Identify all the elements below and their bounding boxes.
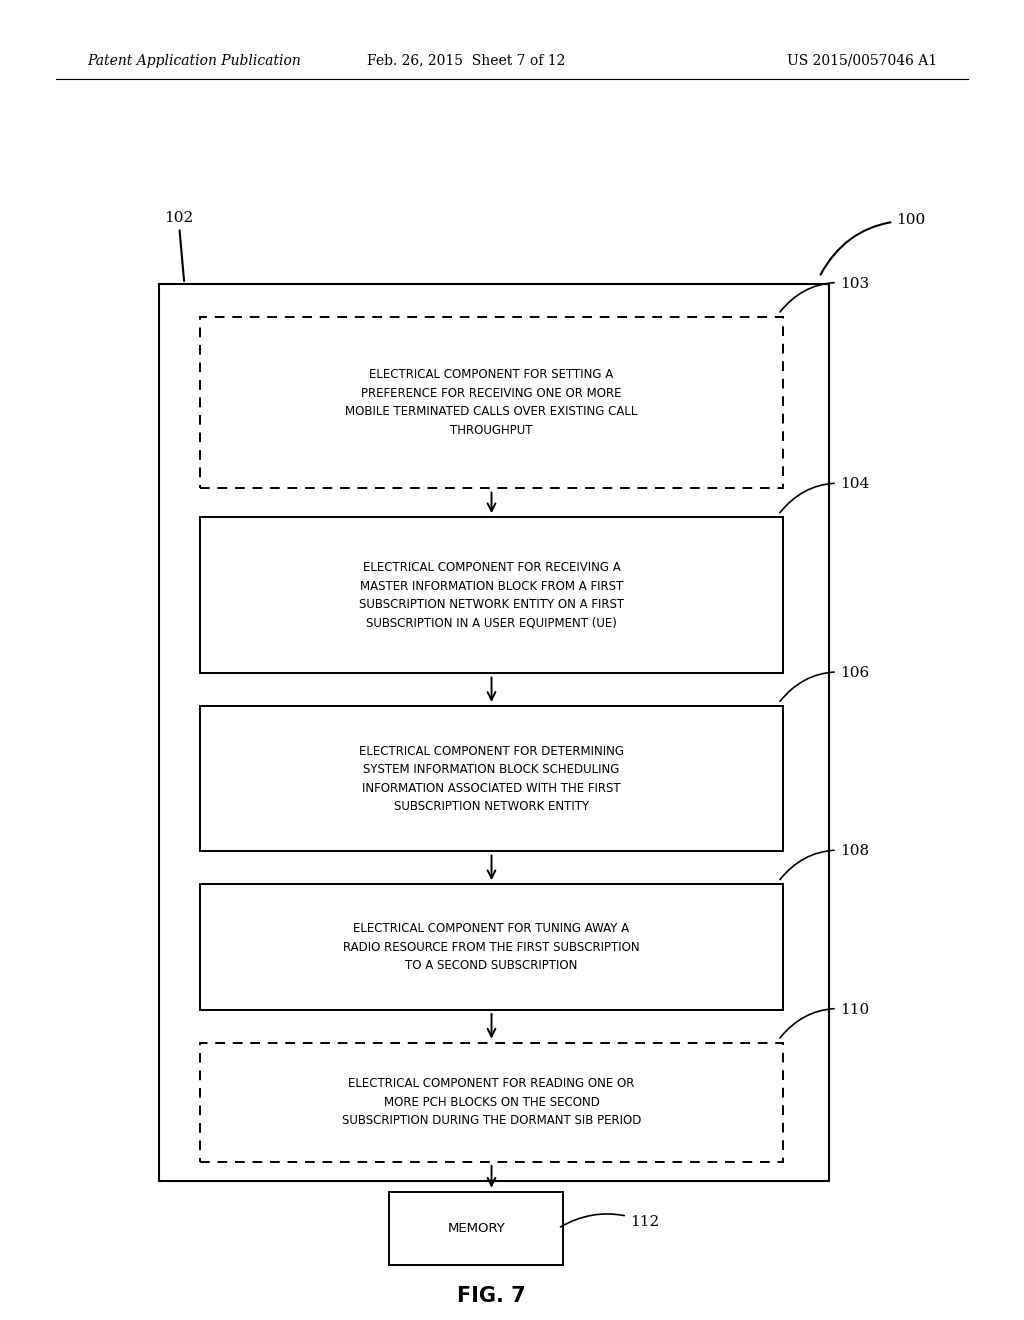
Bar xyxy=(200,517,783,673)
Bar xyxy=(389,1192,563,1265)
Text: FIG. 7: FIG. 7 xyxy=(457,1286,526,1307)
Text: Patent Application Publication: Patent Application Publication xyxy=(87,54,301,67)
Bar xyxy=(200,317,783,488)
Text: 110: 110 xyxy=(780,1003,869,1038)
Text: 100: 100 xyxy=(820,214,926,275)
Bar xyxy=(200,706,783,851)
Text: MEMORY: MEMORY xyxy=(447,1222,505,1234)
Bar xyxy=(159,284,829,1181)
Text: ELECTRICAL COMPONENT FOR SETTING A
PREFERENCE FOR RECEIVING ONE OR MORE
MOBILE T: ELECTRICAL COMPONENT FOR SETTING A PREFE… xyxy=(345,368,638,437)
Text: ELECTRICAL COMPONENT FOR READING ONE OR
MORE PCH BLOCKS ON THE SECOND
SUBSCRIPTI: ELECTRICAL COMPONENT FOR READING ONE OR … xyxy=(342,1077,641,1127)
Text: ELECTRICAL COMPONENT FOR TUNING AWAY A
RADIO RESOURCE FROM THE FIRST SUBSCRIPTIO: ELECTRICAL COMPONENT FOR TUNING AWAY A R… xyxy=(343,923,640,972)
Text: 108: 108 xyxy=(780,845,868,879)
Text: 103: 103 xyxy=(780,277,868,312)
Text: Feb. 26, 2015  Sheet 7 of 12: Feb. 26, 2015 Sheet 7 of 12 xyxy=(367,54,565,67)
Text: 104: 104 xyxy=(780,478,869,512)
Bar xyxy=(200,1043,783,1162)
Text: US 2015/0057046 A1: US 2015/0057046 A1 xyxy=(786,54,937,67)
Text: 112: 112 xyxy=(560,1214,659,1229)
Bar xyxy=(200,884,783,1010)
Text: 106: 106 xyxy=(780,667,869,701)
Text: ELECTRICAL COMPONENT FOR RECEIVING A
MASTER INFORMATION BLOCK FROM A FIRST
SUBSC: ELECTRICAL COMPONENT FOR RECEIVING A MAS… xyxy=(359,561,624,630)
Text: 102: 102 xyxy=(164,211,194,281)
Text: ELECTRICAL COMPONENT FOR DETERMINING
SYSTEM INFORMATION BLOCK SCHEDULING
INFORMA: ELECTRICAL COMPONENT FOR DETERMINING SYS… xyxy=(359,744,624,813)
